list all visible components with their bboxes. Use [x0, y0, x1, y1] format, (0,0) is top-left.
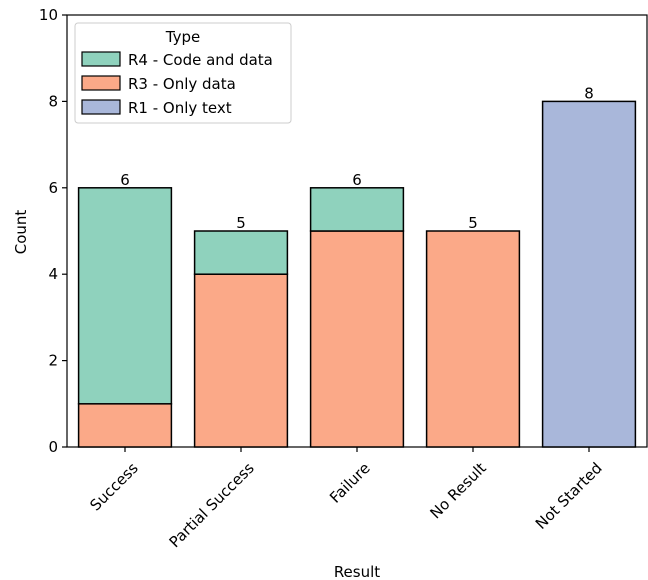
bar-failure-r3-only-data	[309, 230, 405, 448]
y-tick-label: 4	[48, 265, 58, 283]
y-tick-label: 0	[48, 438, 58, 456]
legend-swatch-r1-only-text	[81, 99, 121, 115]
x-axis: Success Partial Success Failure No Result No…	[86, 447, 606, 551]
data-label-failure: 6	[352, 171, 362, 189]
data-label-success: 6	[120, 171, 130, 189]
x-tick-label-no-result: No Result	[426, 459, 489, 522]
x-tick-label-partial-success: Partial Success	[166, 459, 258, 551]
legend-swatch-r3-only-data	[81, 75, 121, 91]
x-tick-label-success: Success	[86, 459, 142, 515]
y-tick-label: 2	[48, 352, 58, 370]
legend-label-r3-only-data: R3 - Only data	[128, 75, 236, 93]
x-tick-label-not-started: Not Started	[532, 459, 606, 533]
y-axis: 0 2 4 6 8 10	[39, 6, 67, 456]
legend-label-r4-code-and-data: R4 - Code and data	[128, 51, 273, 69]
bar-no-result-r3-only-data	[425, 230, 521, 448]
data-label-no-result: 5	[468, 214, 478, 232]
x-axis-label: Result	[334, 563, 380, 580]
legend-title: Type	[165, 28, 200, 46]
legend: Type R4 - Code and data R3 - Only data R1 …	[74, 22, 292, 124]
bar-not-started-r1-only-text	[541, 100, 637, 448]
bar-partial-success-r3-only-data	[193, 273, 289, 448]
data-labels-layer: 6 5 6 5 8	[120, 84, 594, 232]
legend-label-r1-only-text: R1 - Only text	[128, 99, 232, 117]
y-axis-label: Count	[12, 210, 30, 255]
y-tick-label: 8	[48, 92, 58, 110]
bars-layer	[77, 100, 637, 448]
data-label-partial-success: 5	[236, 214, 246, 232]
legend-frame	[74, 22, 292, 124]
y-tick-label: 10	[39, 6, 58, 24]
y-tick-label: 6	[48, 179, 58, 197]
bar-failure-r4-code-and-data	[309, 187, 405, 232]
bar-partial-success-r4-code-and-data	[193, 230, 289, 275]
legend-swatch-r4-code-and-data	[81, 51, 121, 67]
data-label-not-started: 8	[584, 84, 594, 102]
x-tick-label-failure: Failure	[326, 459, 374, 507]
bar-success-r3-only-data	[77, 403, 173, 448]
bar-success-r4-code-and-data	[77, 187, 173, 405]
